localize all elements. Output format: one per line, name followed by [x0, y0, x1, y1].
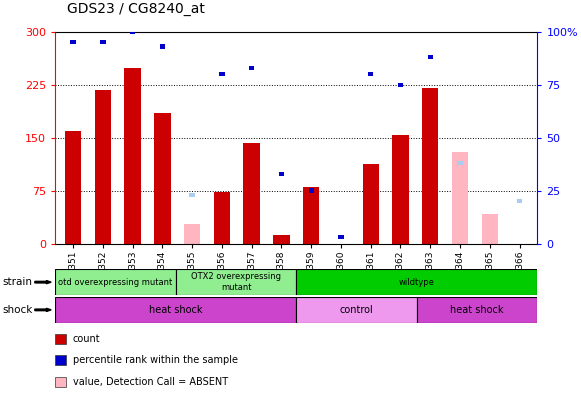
Bar — [428, 55, 433, 59]
Bar — [184, 224, 200, 244]
Bar — [154, 113, 171, 244]
Bar — [303, 187, 320, 244]
Bar — [214, 192, 230, 244]
Bar — [243, 143, 260, 244]
Bar — [55, 297, 296, 323]
Bar — [338, 235, 343, 239]
Bar — [160, 44, 165, 49]
Bar — [422, 88, 439, 244]
Bar — [100, 40, 106, 44]
Bar — [296, 269, 537, 295]
Bar — [309, 188, 314, 193]
Bar — [95, 89, 111, 244]
Bar — [65, 131, 81, 244]
Text: OTX2 overexpressing
mutant: OTX2 overexpressing mutant — [191, 272, 281, 292]
Text: GDS23 / CG8240_at: GDS23 / CG8240_at — [67, 2, 205, 16]
Bar — [130, 30, 135, 34]
Text: heat shock: heat shock — [450, 305, 504, 315]
Bar — [363, 164, 379, 244]
Bar — [398, 82, 403, 87]
Bar — [175, 269, 296, 295]
Bar — [452, 152, 468, 244]
Bar — [189, 193, 195, 197]
Bar — [417, 297, 537, 323]
Text: wildtype: wildtype — [399, 278, 435, 287]
Bar — [219, 72, 225, 76]
Bar — [517, 199, 522, 203]
Text: percentile rank within the sample: percentile rank within the sample — [73, 355, 238, 366]
Bar — [70, 40, 76, 44]
Text: control: control — [340, 305, 374, 315]
Bar — [249, 66, 254, 70]
Bar — [273, 235, 289, 244]
Bar — [368, 72, 374, 76]
Text: otd overexpressing mutant: otd overexpressing mutant — [58, 278, 173, 287]
Bar — [457, 161, 462, 165]
Bar — [55, 269, 175, 295]
Bar — [296, 297, 417, 323]
Bar — [482, 214, 498, 244]
Text: count: count — [73, 333, 101, 344]
Bar — [279, 171, 284, 176]
Text: shock: shock — [3, 305, 33, 315]
Text: strain: strain — [3, 277, 33, 287]
Text: heat shock: heat shock — [149, 305, 203, 315]
Bar — [392, 135, 408, 244]
Bar — [124, 69, 141, 244]
Text: value, Detection Call = ABSENT: value, Detection Call = ABSENT — [73, 377, 228, 387]
